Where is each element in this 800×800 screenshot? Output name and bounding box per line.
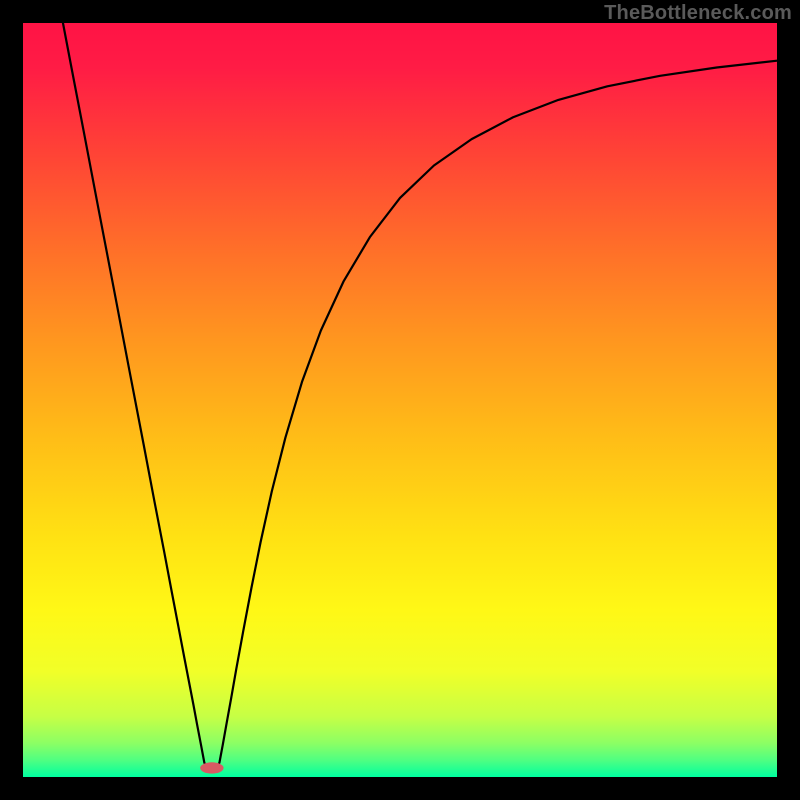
watermark-text: TheBottleneck.com (604, 2, 792, 25)
bottleneck-chart (0, 0, 800, 800)
